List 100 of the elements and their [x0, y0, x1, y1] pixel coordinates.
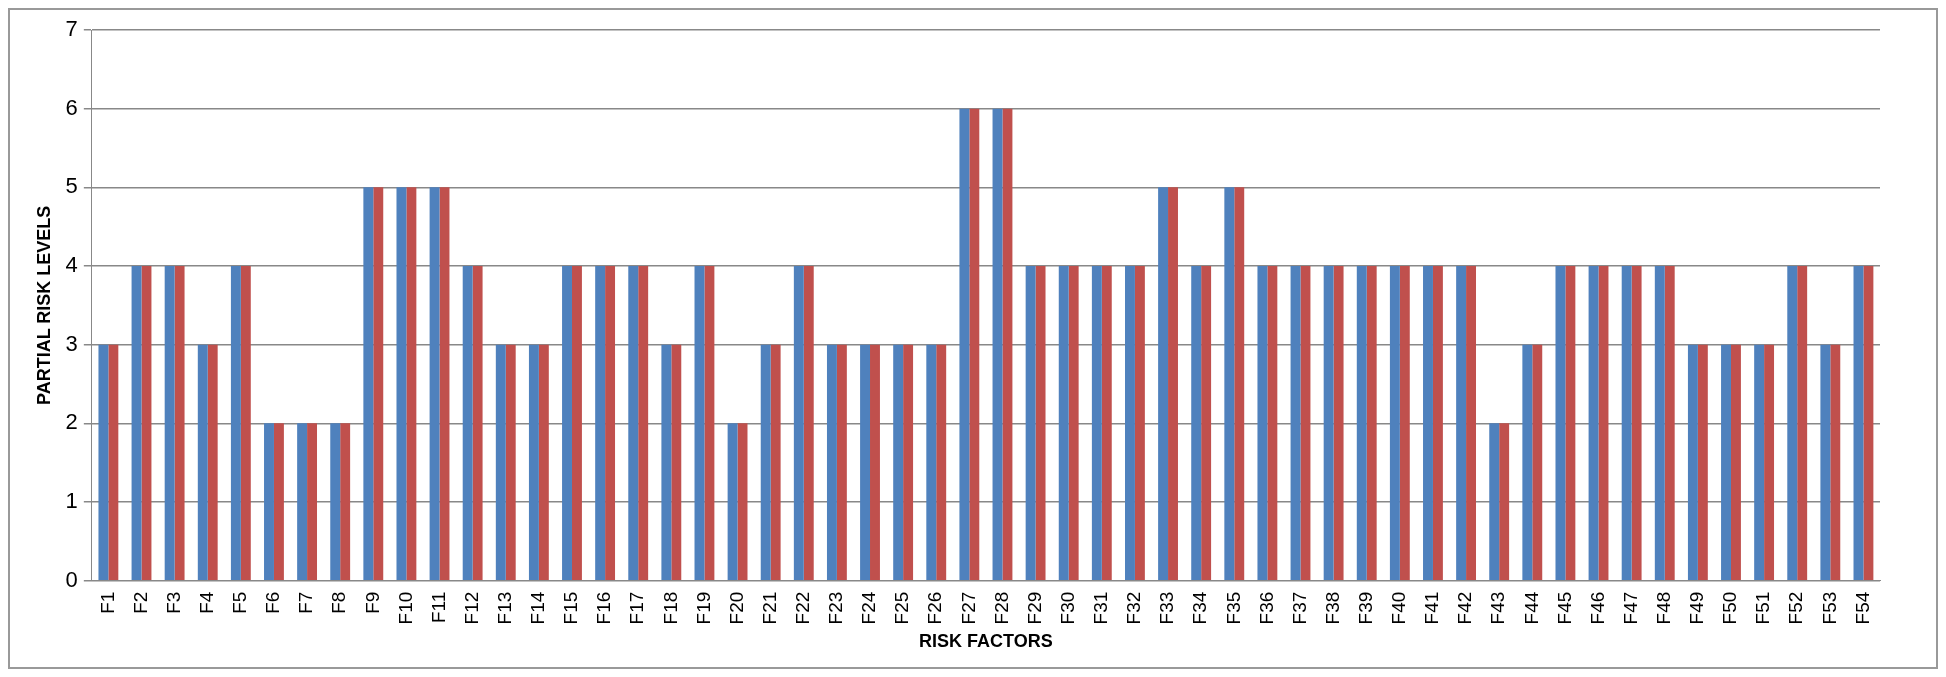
bar	[926, 344, 937, 580]
x-tick-label: F53	[1818, 591, 1840, 625]
x-axis-title: RISK FACTORS	[919, 631, 1053, 652]
bar	[1654, 266, 1665, 580]
bar	[770, 344, 781, 580]
x-tick-label: F3	[162, 591, 184, 614]
bar	[1697, 344, 1708, 580]
bar	[1191, 266, 1202, 580]
bar	[330, 423, 341, 580]
bar	[571, 266, 582, 580]
x-tick-label: F38	[1321, 591, 1343, 625]
bar	[1002, 108, 1013, 580]
x-tick-label: F44	[1520, 591, 1542, 625]
bar	[793, 266, 804, 580]
bar	[1588, 266, 1599, 580]
x-tick-label: F41	[1421, 591, 1443, 625]
bar	[860, 344, 871, 580]
bar	[505, 344, 516, 580]
bar	[462, 266, 473, 580]
x-tick-label: F50	[1719, 591, 1741, 625]
bar	[1863, 266, 1874, 580]
bar	[704, 266, 715, 580]
bar	[836, 344, 847, 580]
bar	[1764, 344, 1775, 580]
bar	[826, 344, 837, 580]
bar	[1168, 187, 1178, 580]
x-tick-label: F5	[229, 591, 251, 614]
bar	[1389, 266, 1400, 580]
bar	[760, 344, 771, 580]
x-tick-label: F9	[361, 591, 383, 614]
bar	[396, 187, 407, 580]
x-tick-label: F23	[825, 591, 847, 625]
bar	[1432, 266, 1443, 580]
y-tick-label: 2	[65, 409, 78, 435]
bar	[1068, 266, 1079, 580]
bar	[373, 187, 384, 580]
x-tick-label: F46	[1586, 591, 1608, 625]
bar	[1499, 423, 1510, 580]
x-tick-label: F14	[527, 591, 549, 625]
bar	[1323, 266, 1334, 580]
bar	[340, 423, 351, 580]
x-tick-label: F32	[1123, 591, 1145, 625]
bar	[538, 344, 549, 580]
bar	[893, 344, 904, 580]
x-tick-label: F30	[1056, 591, 1078, 625]
x-tick-label: F24	[858, 591, 880, 625]
x-tick-label: F17	[626, 591, 648, 625]
bar	[1466, 266, 1477, 580]
bar	[562, 266, 572, 580]
bar	[1234, 187, 1245, 580]
x-tick-label: F15	[560, 591, 582, 625]
x-tick-label: F45	[1553, 591, 1575, 625]
bar	[1035, 266, 1046, 580]
bar	[1853, 266, 1864, 580]
x-tick-label: F43	[1487, 591, 1509, 625]
bar	[694, 266, 705, 580]
bar	[1687, 344, 1698, 580]
bar	[1664, 266, 1675, 580]
bar	[439, 187, 450, 580]
bar	[273, 423, 284, 580]
bar	[141, 266, 152, 580]
x-tick-label: F52	[1785, 591, 1807, 625]
x-tick-label: F8	[328, 591, 350, 614]
bar	[1091, 266, 1102, 580]
x-tick-label: F27	[957, 591, 979, 625]
bar	[1830, 344, 1841, 580]
bar	[108, 344, 119, 580]
bar	[1134, 266, 1145, 580]
bar	[264, 423, 274, 580]
bar	[406, 187, 417, 580]
x-tick-label: F11	[427, 591, 449, 623]
bar	[528, 344, 539, 580]
x-tick-label: F39	[1354, 591, 1376, 625]
x-tick-label: F29	[1023, 591, 1045, 625]
x-tick-label: F31	[1090, 591, 1112, 625]
x-tick-label: F36	[1255, 591, 1277, 625]
bar	[870, 344, 880, 580]
x-tick-label: F2	[129, 591, 151, 614]
bar	[628, 266, 639, 580]
bar	[737, 423, 748, 580]
y-tick-label: 5	[65, 173, 78, 199]
bar	[1290, 266, 1301, 580]
bar	[959, 108, 970, 580]
bar	[1631, 266, 1642, 580]
bar	[1366, 266, 1377, 580]
bar	[1730, 344, 1741, 580]
bar	[1721, 344, 1731, 580]
x-tick-label: F33	[1156, 591, 1178, 625]
bar	[1621, 266, 1632, 580]
x-tick-label: F7	[295, 591, 317, 614]
bar	[803, 266, 814, 580]
bar	[1356, 266, 1367, 580]
bar	[1555, 266, 1566, 580]
bar	[1787, 266, 1798, 580]
bar	[1522, 344, 1533, 580]
x-tick-label: F35	[1222, 591, 1244, 625]
y-tick-label: 0	[65, 566, 78, 592]
bar	[495, 344, 506, 580]
x-tick-label: F18	[659, 591, 681, 625]
x-tick-label: F26	[924, 591, 946, 625]
